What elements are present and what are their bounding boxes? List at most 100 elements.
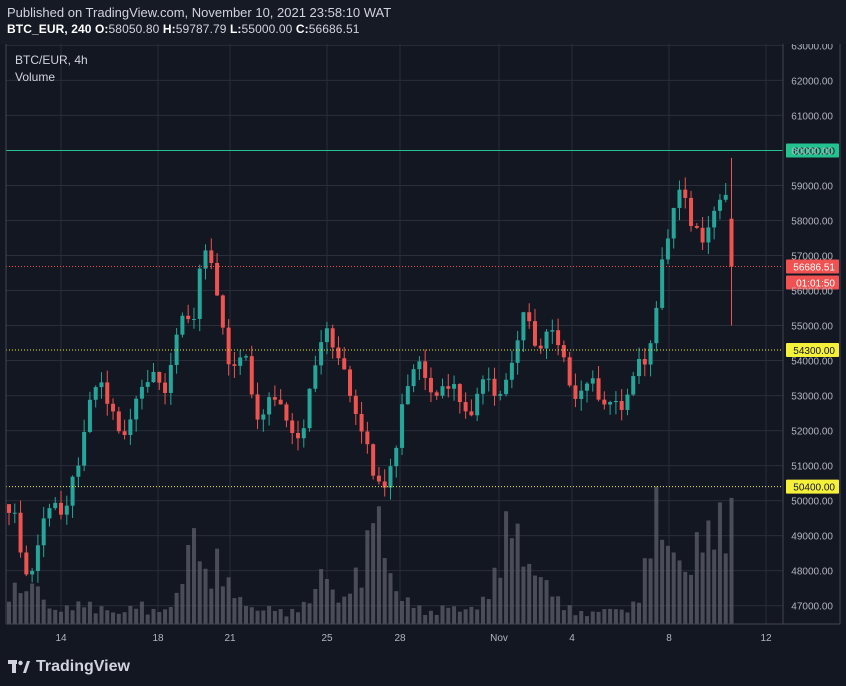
x-tick-label-3: 25 [321,633,333,644]
candle-body-99 [579,390,584,399]
candle-body-4 [30,571,35,575]
volume-bar-17 [105,610,110,624]
volume-bar-18 [111,612,116,624]
volume-bar-49 [290,608,295,624]
candle-body-69 [405,386,410,405]
candle-body-12 [76,465,81,477]
candle-body-79 [463,402,468,412]
horizontal-lines[interactable]: 60000.00 56686.51 01:01:50 54300.00 50400.00 [6,143,839,494]
candle-body-77 [452,384,457,389]
y-tick-label-1: 62000.00 [791,76,833,87]
volume-bar-114 [665,545,670,624]
volume-bar-68 [400,600,405,624]
y-tick-label-5: 58000.00 [791,216,833,227]
candle-body-84 [492,378,497,396]
volume-bar-1 [12,582,17,624]
candle-body-86 [504,379,509,395]
candle-body-112 [654,307,659,344]
candle-body-30 [180,315,185,335]
candle-body-125 [729,218,734,267]
symbol-interval: BTC_EUR, 240 [7,22,92,36]
candle-body-118 [689,197,694,226]
brand[interactable]: TradingView [8,658,130,676]
volume-bar-62 [365,530,370,624]
brand-name: TradingView [36,658,130,675]
volume-bar-95 [556,596,561,624]
volume-bar-78 [457,611,462,624]
candle-body-89 [521,312,526,341]
candle-body-63 [371,444,376,476]
volume-bar-73 [428,610,433,624]
candle-body-25 [151,371,156,383]
volume-bar-123 [717,502,722,624]
x-tick-label-6: 4 [569,633,575,644]
candle-body-59 [348,369,353,396]
candle-body-102 [596,378,601,400]
volume-bar-30 [180,584,185,624]
candle-body-8 [53,502,58,509]
candle-body-19 [116,411,121,432]
volume-bar-88 [515,523,520,624]
y-tick-label-12: 51000.00 [791,462,833,473]
candle-body-35 [209,250,214,263]
volume-bar-56 [330,589,335,624]
volume-bar-115 [671,552,676,624]
tradingview-logo-icon [8,660,30,673]
candle-body-73 [428,377,433,393]
volume-bar-3 [24,591,29,624]
candle-body-120 [700,227,705,243]
y-tick-label-10: 53000.00 [791,392,833,403]
volume-bar-102 [596,611,601,624]
x-tick-label-2: 21 [224,633,236,644]
candle-body-105 [613,401,618,403]
candle-body-52 [307,388,312,429]
legend-volume: Volume [15,70,56,84]
candle-body-94 [550,330,555,332]
x-tick-label-8: 12 [760,633,772,644]
high-value: 59787.79 [175,22,227,36]
price-chart[interactable]: 60000.00 56686.51 01:01:50 54300.00 50400.00… [0,44,846,650]
candle-body-28 [168,364,173,393]
volume-bar-44 [261,610,266,624]
x-tick-label-7: 8 [666,633,672,644]
volume-bar-41 [243,606,248,624]
candle-body-91 [532,321,537,346]
candle-body-124 [723,194,728,200]
volume-bar-52 [307,603,312,624]
support-lower-badge [786,479,839,494]
candle-body-27 [163,382,168,393]
volume-bar-53 [313,589,318,624]
candle-body-5 [35,545,40,572]
volume-bar-116 [677,560,682,624]
volume-bar-55 [324,579,329,624]
candle-body-60 [353,395,358,414]
volume-bar-104 [608,608,613,624]
volume-bar-72 [423,615,428,624]
volume-bar-119 [694,532,699,624]
candle-body-20 [122,431,127,436]
volume-bar-122 [712,549,717,624]
x-tick-label-0: 14 [55,633,67,644]
candle-body-56 [330,328,335,348]
volume-bar-76 [446,607,451,624]
volume-bar-9 [59,611,64,624]
y-tick-label-2: 61000.00 [791,111,833,122]
candle-body-111 [648,343,653,365]
y-tick-label-4: 59000.00 [791,181,833,192]
volume-bar-109 [637,602,642,624]
candle-body-66 [388,466,393,488]
volume-bar-22 [134,608,139,624]
volume-bar-23 [139,601,144,624]
volume-bar-15 [93,613,98,624]
support-lower-label: 50400.00 [793,483,835,494]
candle-body-1 [12,512,17,514]
candle-body-38 [226,327,231,365]
candle-body-87 [509,362,514,380]
candle-body-122 [712,210,717,228]
volume-bar-6 [41,599,46,624]
volume-bar-66 [388,573,393,624]
volume-bar-4 [30,583,35,624]
volume-bar-94 [550,596,555,624]
volume-bar-57 [336,602,341,624]
candle-body-24 [145,382,150,387]
